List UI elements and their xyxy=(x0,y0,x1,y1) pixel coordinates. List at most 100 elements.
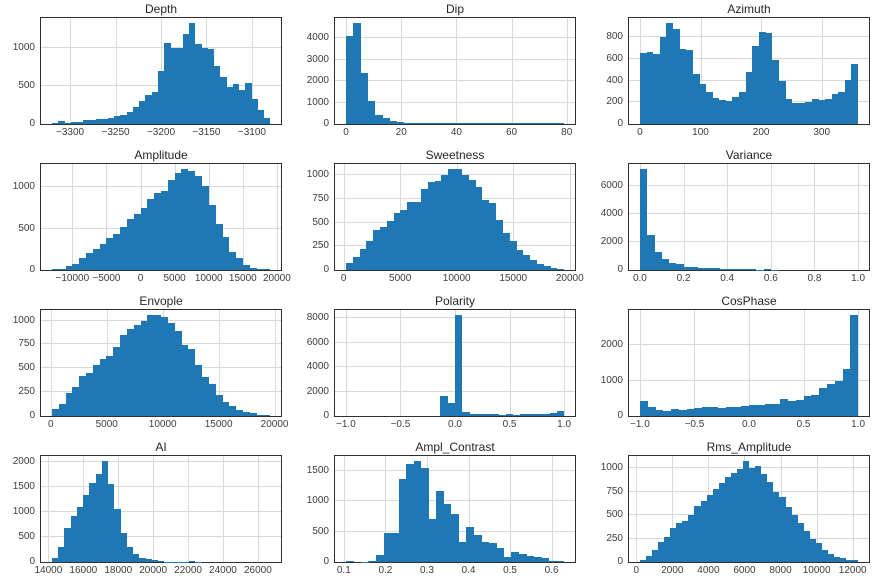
subplot-title: Variance xyxy=(725,148,773,162)
hist-bar xyxy=(670,528,677,562)
hist-bar xyxy=(475,187,483,270)
x-tick-label: −3250 xyxy=(101,127,130,138)
hist-bar xyxy=(263,269,271,270)
hist-bar xyxy=(448,169,456,270)
hist-bar xyxy=(745,72,753,124)
x-tick-label: 0.4 xyxy=(461,565,476,576)
hist-bar xyxy=(376,554,384,562)
hist-bar xyxy=(541,557,550,562)
hist-bar xyxy=(819,388,828,416)
hist-bar xyxy=(458,541,467,562)
subplot-envople: Envople 0 250 500 750 1000 0 5000 10000 15000 2000… xyxy=(0,292,294,438)
y-tick-label: 4000 xyxy=(600,207,623,219)
hist-bar xyxy=(752,45,760,124)
plot-area-envople: 0 250 500 750 1000 0 5000 10000 15000 20000 xyxy=(13,309,288,430)
hist-bar xyxy=(749,405,757,416)
hist-bar xyxy=(120,532,127,562)
hist-bar xyxy=(208,205,216,270)
hist-bar xyxy=(672,29,680,124)
hist-bar xyxy=(530,259,537,270)
hist-bar xyxy=(101,461,109,562)
hist-bar xyxy=(520,123,528,124)
hist-bar xyxy=(95,473,102,562)
hist-bar xyxy=(83,119,90,124)
plot-area-rms-amplitude: 0 250 500 750 1000 0 2000 4000 6000 8000 10000 1200… xyxy=(601,455,870,576)
subplot-polarity: Polarity 0 2000 4000 6000 8000 −1.0 −0.5 0.0 0.5 1… xyxy=(294,292,588,438)
y-tick-label: 400 xyxy=(606,74,623,86)
hist-bar xyxy=(462,412,470,416)
x-gridline xyxy=(153,456,155,562)
subplot-depth: Depth 0 500 1000 −3300 −3250 −3200 −3150 −3100 xyxy=(0,0,294,146)
x-gridline xyxy=(218,310,220,416)
x-tick-label: 14000 xyxy=(34,565,63,576)
plot-area-variance: 0 2000 4000 6000 0.0 0.2 0.4 0.6 0.8 1.0 xyxy=(601,163,870,284)
x-tick-label: 1.0 xyxy=(851,273,866,284)
hist-bar xyxy=(834,380,843,416)
plot-area-depth: 0 500 1000 −3300 −3250 −3200 −3150 −3100 xyxy=(13,17,282,138)
hist-bar xyxy=(113,347,121,416)
y-tick-label: 2000 xyxy=(12,456,35,467)
hist-bar xyxy=(108,483,115,562)
x-gridline xyxy=(70,18,72,124)
hist-bar xyxy=(778,80,786,124)
hist-bar xyxy=(195,43,202,124)
hist-bar xyxy=(491,414,499,416)
hist-bar xyxy=(488,543,497,562)
x-tick-label: 22000 xyxy=(174,565,202,576)
hist-bar xyxy=(694,408,703,416)
x-gridline xyxy=(858,310,860,416)
hist-bar xyxy=(215,224,223,270)
hist-bar xyxy=(791,515,798,562)
hist-bar xyxy=(208,383,216,416)
y-tick-label: 2000 xyxy=(306,385,329,397)
hist-bar xyxy=(236,258,243,270)
hist-bar xyxy=(511,552,520,562)
subplot-azimuth: Azimuth 0 200 400 600 800 0 100 200 300 xyxy=(588,0,882,146)
y-tick-label: 0 xyxy=(29,410,35,421)
hist-bar xyxy=(51,558,59,562)
hist-bar xyxy=(785,507,792,562)
hist-bar xyxy=(755,466,762,562)
hist-bar xyxy=(842,368,851,416)
hist-bar xyxy=(367,100,376,124)
subplot-title: Ampl_Contrast xyxy=(415,440,495,454)
hist-bar xyxy=(164,43,171,124)
hist-bar xyxy=(690,267,699,270)
hist-bar xyxy=(133,213,141,270)
hist-bar xyxy=(664,536,671,562)
x-tick-label: 10000 xyxy=(442,273,471,284)
hist-bar xyxy=(64,527,71,562)
x-tick-label: 0.3 xyxy=(419,565,434,576)
y-tick-label: 0 xyxy=(617,410,623,421)
hist-bar xyxy=(655,409,664,416)
subplot-title: CosPhase xyxy=(721,294,777,308)
hist-bar xyxy=(188,349,196,416)
y-gridline xyxy=(335,80,575,82)
hist-bar xyxy=(758,31,766,124)
y-gridline xyxy=(629,58,869,60)
x-tick-label: 0.6 xyxy=(763,273,778,284)
x-tick-label: 15000 xyxy=(204,419,233,430)
subplot-amplitude: Amplitude 0 500 1000 −10000 −5000 0 5000 10000 15… xyxy=(0,146,294,292)
hist-bar xyxy=(536,264,544,270)
hist-bar xyxy=(151,560,159,562)
y-tick-label: 0 xyxy=(29,118,35,129)
y-tick-label: 1000 xyxy=(12,181,35,193)
hist-bar xyxy=(827,554,835,562)
x-tick-label: 0 xyxy=(137,273,144,284)
hist-bar xyxy=(505,414,514,416)
hist-bar xyxy=(232,83,240,124)
hist-bar xyxy=(114,116,121,124)
hist-bar xyxy=(772,60,779,124)
y-tick-label: 500 xyxy=(312,525,329,537)
hist-bar xyxy=(706,92,713,124)
x-gridline xyxy=(257,456,259,562)
hist-bar xyxy=(139,101,146,124)
x-tick-label: 0.5 xyxy=(502,419,517,430)
hist-bar xyxy=(513,414,521,416)
hist-bar xyxy=(712,267,721,270)
hist-bar xyxy=(542,123,550,124)
x-tick-label: 4000 xyxy=(697,565,720,576)
x-tick-label: 0 xyxy=(340,273,347,284)
